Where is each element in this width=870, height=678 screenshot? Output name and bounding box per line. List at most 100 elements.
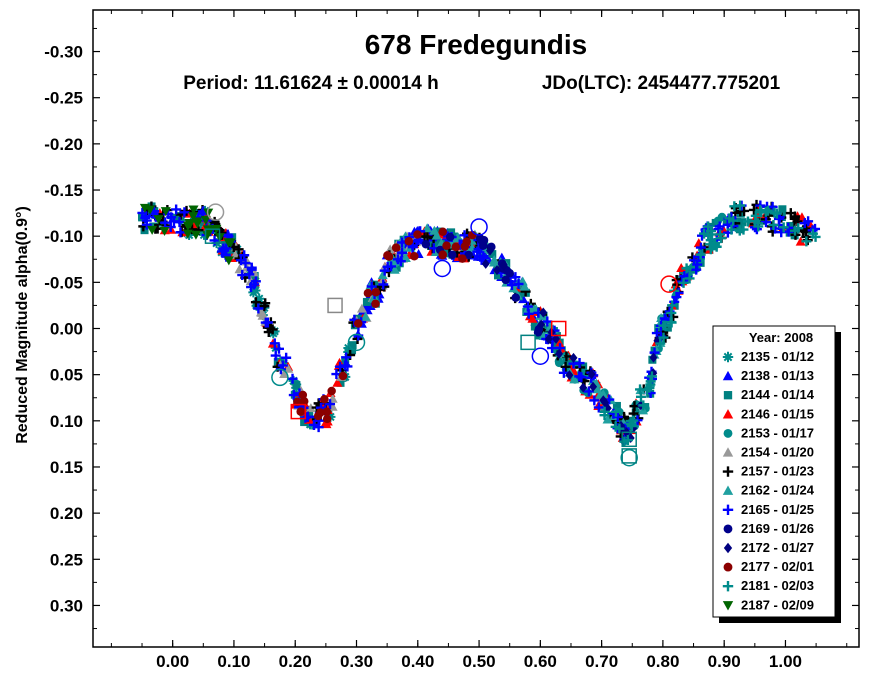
data-point bbox=[587, 369, 596, 380]
data-point bbox=[431, 230, 442, 240]
data-point-open-square bbox=[204, 228, 221, 244]
data-point bbox=[188, 205, 199, 215]
data-point bbox=[356, 303, 367, 313]
data-point bbox=[171, 204, 182, 215]
data-point bbox=[366, 281, 377, 292]
data-point bbox=[658, 320, 669, 331]
y-tick-label: -0.15 bbox=[44, 181, 83, 200]
data-point bbox=[523, 308, 534, 319]
data-point bbox=[341, 352, 352, 363]
data-point bbox=[438, 227, 448, 237]
data-point bbox=[768, 220, 779, 231]
data-point bbox=[391, 243, 401, 252]
data-point bbox=[644, 382, 655, 393]
data-point bbox=[717, 212, 727, 222]
x-tick-label: 0.60 bbox=[524, 652, 557, 671]
legend-title: Year: 2008 bbox=[749, 330, 813, 345]
data-point bbox=[676, 276, 687, 287]
legend-entry: 2162 - 01/24 bbox=[741, 483, 815, 498]
data-point bbox=[635, 391, 646, 402]
legend-entry: 2187 - 02/09 bbox=[741, 597, 814, 612]
data-point-open-square bbox=[621, 431, 637, 448]
data-point bbox=[174, 217, 185, 228]
data-point bbox=[322, 414, 332, 424]
x-tick-label: 0.80 bbox=[646, 652, 679, 671]
data-point bbox=[614, 423, 625, 434]
x-tick-label: 1.00 bbox=[769, 652, 802, 671]
data-point-open-square bbox=[550, 320, 567, 337]
data-point bbox=[223, 238, 234, 248]
data-point bbox=[558, 367, 569, 378]
data-point bbox=[684, 273, 695, 284]
data-point bbox=[335, 361, 346, 372]
data-point bbox=[383, 251, 392, 260]
x-tick-label: 0.00 bbox=[156, 652, 189, 671]
data-point-open bbox=[620, 448, 638, 467]
data-point bbox=[141, 215, 152, 226]
data-point-open bbox=[531, 347, 550, 365]
data-point bbox=[602, 414, 613, 424]
data-point bbox=[309, 419, 320, 430]
data-point bbox=[715, 229, 726, 240]
chart-subtitle-epoch: JDo(LTC): 2454477.775201 bbox=[542, 73, 781, 94]
data-point bbox=[320, 395, 329, 404]
data-point bbox=[279, 368, 290, 378]
data-point bbox=[360, 311, 371, 321]
data-point bbox=[392, 254, 403, 265]
legend-marker bbox=[722, 504, 734, 515]
data-point bbox=[385, 244, 396, 254]
legend-marker bbox=[722, 485, 734, 495]
data-point bbox=[139, 203, 150, 213]
data-point bbox=[666, 307, 677, 318]
x-tick-label: 0.50 bbox=[463, 652, 496, 671]
legend-entry: 2177 - 02/01 bbox=[741, 559, 814, 574]
y-tick-label: -0.05 bbox=[44, 273, 83, 292]
data-point bbox=[257, 310, 268, 320]
data-point bbox=[493, 271, 502, 280]
data-point bbox=[663, 323, 672, 332]
data-point-open bbox=[271, 368, 289, 387]
x-axis: 0.00 0.10 0.20 0.30 0.40 0.50 0.60 0.70 0.80 0.90… bbox=[110, 10, 848, 671]
data-point bbox=[179, 207, 190, 218]
data-point bbox=[655, 338, 666, 349]
y-tick-label: 0.10 bbox=[50, 412, 83, 431]
data-point bbox=[200, 215, 211, 225]
data-point bbox=[676, 262, 687, 272]
data-point bbox=[254, 293, 265, 304]
data-point bbox=[651, 328, 662, 339]
data-point bbox=[371, 299, 380, 309]
data-point bbox=[316, 408, 325, 417]
data-point bbox=[464, 250, 473, 260]
data-point-open-square bbox=[327, 297, 343, 314]
data-point bbox=[539, 307, 548, 318]
data-point bbox=[253, 303, 264, 314]
data-point bbox=[175, 227, 186, 238]
data-point bbox=[300, 418, 309, 427]
x-tick-label: 0.90 bbox=[708, 652, 741, 671]
data-point bbox=[664, 306, 675, 317]
legend-marker bbox=[722, 581, 734, 592]
data-point bbox=[182, 229, 193, 239]
legend-marker bbox=[723, 428, 733, 438]
data-point bbox=[451, 242, 461, 252]
data-point bbox=[488, 250, 497, 259]
data-point bbox=[565, 370, 574, 381]
data-point bbox=[322, 407, 332, 417]
legend-marker bbox=[723, 542, 733, 554]
data-point-open-square bbox=[290, 403, 307, 420]
data-point bbox=[583, 386, 594, 397]
legend-entry: 2181 - 02/03 bbox=[741, 578, 814, 593]
legend-marker bbox=[723, 391, 733, 400]
data-point bbox=[778, 222, 789, 233]
data-point bbox=[801, 236, 812, 247]
data-point bbox=[789, 225, 800, 236]
data-point bbox=[427, 242, 436, 251]
legend-marker bbox=[722, 447, 734, 457]
data-point bbox=[240, 258, 251, 269]
data-point bbox=[263, 327, 274, 338]
data-point bbox=[493, 265, 502, 276]
data-point bbox=[448, 250, 457, 260]
data-point bbox=[185, 219, 196, 229]
data-point bbox=[246, 262, 257, 273]
data-point bbox=[689, 255, 700, 266]
